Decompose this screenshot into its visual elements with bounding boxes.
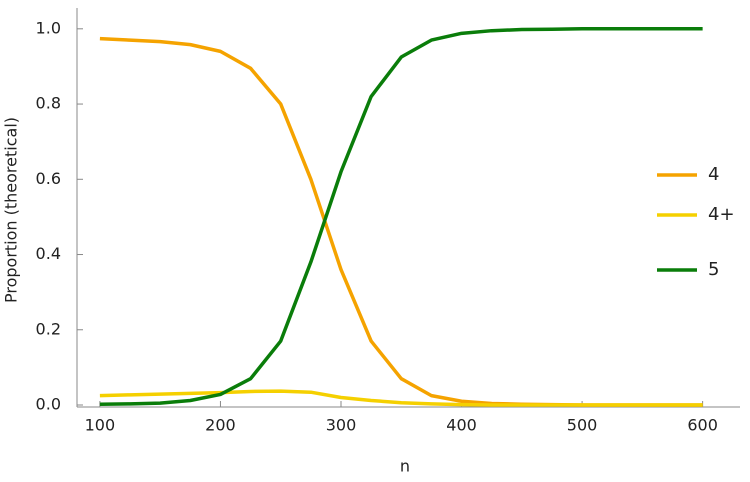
x-tick-label: 500 (567, 416, 598, 435)
x-tick-label: 600 (687, 416, 718, 435)
legend-label: 5 (708, 259, 719, 280)
legend-label: 4 (708, 164, 719, 185)
x-axis-label: n (400, 457, 410, 476)
y-tick-label: 0.0 (36, 395, 61, 414)
line-series (99, 389, 703, 407)
y-axis-label: Proportion (theoretical) (2, 117, 21, 303)
x-tick-label: 400 (446, 416, 477, 435)
x-tick-label: 300 (326, 416, 357, 435)
x-tick-label: 200 (205, 416, 236, 435)
y-tick-label: 0.4 (36, 244, 61, 263)
y-tick-label: 0.6 (36, 169, 61, 188)
y-tick-label: 0.2 (36, 319, 61, 338)
line-series (99, 36, 703, 407)
y-tick-label: 0.8 (36, 94, 61, 113)
x-tick-label: 100 (85, 416, 116, 435)
line-series (99, 27, 703, 406)
y-tick-label: 1.0 (36, 18, 61, 37)
legend-label: 4+ (708, 204, 735, 225)
